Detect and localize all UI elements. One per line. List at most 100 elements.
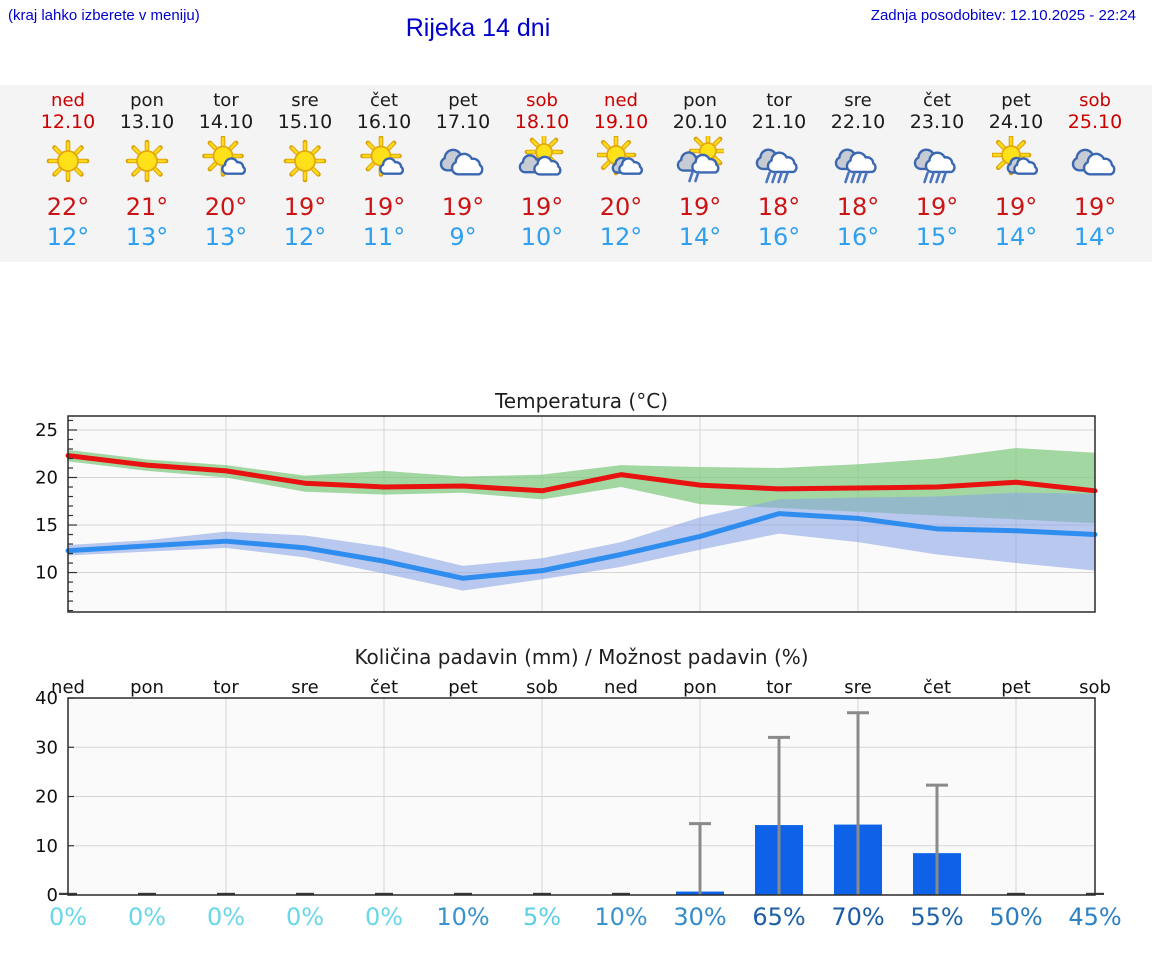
- day-label: sob: [526, 677, 558, 698]
- max-temperature: 19°: [678, 193, 722, 221]
- rain-streak: [688, 170, 694, 183]
- y-tick-label: 20: [35, 787, 58, 808]
- day-label: pet: [448, 677, 478, 698]
- cloud-shape: [1014, 158, 1036, 173]
- day-name: tor: [766, 90, 792, 111]
- weather-icon-sunny: [46, 139, 90, 183]
- rain-streak: [862, 171, 868, 184]
- last-update: Zadnja posodobitev: 12.10.2025 - 22:24: [870, 7, 1136, 24]
- precip-percent-label: 10%: [594, 903, 647, 931]
- forecast-day-column: sre 15.10 19° 12°: [266, 85, 345, 262]
- precip-zero-bar: [1007, 892, 1025, 895]
- day-label: čet: [923, 677, 951, 698]
- forecast-day-column: ned 19.10 20° 12°: [582, 85, 661, 262]
- day-date: 20.10: [672, 111, 728, 133]
- weather-icon-sun-cloud-gray: [992, 136, 1040, 176]
- day-label: čet: [370, 677, 398, 698]
- weather-icon-sun-cloud-rain: [676, 136, 724, 183]
- precip-zero-bar: [612, 892, 630, 895]
- day-name: pon: [130, 90, 164, 111]
- rain-streak: [941, 171, 947, 184]
- y-tick-label: 10: [35, 836, 58, 857]
- precipitation-chart-title: Količina padavin (mm) / Možnost padavin …: [354, 645, 809, 669]
- forecast-day-column: sre 22.10 18° 16°: [819, 85, 898, 262]
- rain-streak: [856, 171, 862, 184]
- day-label: ned: [604, 677, 638, 698]
- day-label: pon: [130, 677, 164, 698]
- forecast-day-column: tor 14.10 20° 13°: [187, 85, 266, 262]
- min-temperature: 12°: [599, 223, 643, 251]
- day-date: 15.10: [277, 111, 333, 133]
- rain-streak: [783, 171, 789, 184]
- weather-icon-sunny: [125, 139, 169, 183]
- rain-streak: [850, 171, 856, 184]
- day-name: pet: [1001, 90, 1031, 111]
- min-temperature: 16°: [836, 223, 880, 251]
- forecast-day-column: čet 16.10 19° 11°: [345, 85, 424, 262]
- day-date: 24.10: [988, 111, 1044, 133]
- max-temperature: 19°: [994, 193, 1038, 221]
- day-date: 16.10: [356, 111, 412, 133]
- day-label: tor: [213, 677, 239, 698]
- day-name: čet: [369, 90, 399, 111]
- precip-percent-label: 70%: [831, 903, 884, 931]
- temperature-chart: 10 15 20 25: [35, 415, 1098, 613]
- forecast-day-column: sob 25.10 19° 14°: [1056, 85, 1135, 262]
- weather-icon-cloudy: [439, 136, 487, 184]
- cloud-shape: [768, 153, 797, 172]
- precip-percent-label: 0%: [365, 903, 403, 931]
- day-date: 18.10: [514, 111, 570, 133]
- max-temperature: 19°: [441, 193, 485, 221]
- temperature-chart-title: Temperatura (°C): [494, 389, 668, 413]
- forecast-day-column: pon 13.10 21° 13°: [108, 85, 187, 262]
- day-date: 17.10: [435, 111, 491, 133]
- rain-streak: [929, 171, 935, 184]
- day-label: ned: [51, 677, 85, 698]
- precip-percent-label: 45%: [1068, 903, 1121, 931]
- precip-percent-label: 10%: [436, 903, 489, 931]
- min-temperature: 16°: [757, 223, 801, 251]
- precip-percent-label: 65%: [752, 903, 805, 931]
- day-name: ned: [604, 90, 638, 111]
- day-name: pet: [448, 90, 478, 111]
- min-temperature-line: [65, 511, 1098, 581]
- precip-percent-label: 0%: [49, 903, 87, 931]
- y-tick-label: 25: [35, 420, 58, 441]
- y-tick-label: 40: [35, 688, 58, 709]
- max-temperature: 21°: [125, 193, 169, 221]
- cloud-shape: [847, 153, 876, 172]
- max-temperature: 18°: [836, 193, 880, 221]
- min-temperature: 14°: [678, 223, 722, 251]
- day-name: sre: [291, 90, 319, 111]
- y-tick-label: 0: [47, 885, 58, 906]
- min-temperature: 15°: [915, 223, 959, 251]
- precip-percent-label: 50%: [989, 903, 1042, 931]
- day-name: ned: [51, 90, 85, 111]
- day-label: pet: [1001, 677, 1031, 698]
- min-temperature: 11°: [362, 223, 406, 251]
- max-temperature: 20°: [599, 193, 643, 221]
- rain-streak: [777, 171, 783, 184]
- cloud-shape: [1084, 154, 1114, 174]
- cloud-shape: [926, 153, 955, 172]
- cloud-shape: [692, 155, 718, 173]
- forecast-strip: ned 12.10 22° 12° pon 13.10 21° 13° tor 14.10 20° 1…: [0, 85, 1152, 262]
- weather-icon-sun-small-cloud: [360, 136, 408, 177]
- min-temperature: 13°: [204, 223, 248, 251]
- day-label: tor: [766, 677, 792, 698]
- day-date: 22.10: [830, 111, 886, 133]
- weather-icon-sun-cloud-gray: [597, 136, 645, 176]
- day-date: 13.10: [119, 111, 175, 133]
- forecast-day-column: pet 24.10 19° 14°: [977, 85, 1056, 262]
- plot-border: [67, 697, 1096, 896]
- weather-icon-rain: [834, 136, 882, 184]
- min-temperature: 12°: [46, 223, 90, 251]
- y-tick-label: 20: [35, 467, 58, 488]
- forecast-day-column: pet 17.10 19° 9°: [424, 85, 503, 262]
- day-date: 25.10: [1067, 111, 1123, 133]
- precip-zero-bar: [454, 892, 472, 895]
- cloud-shape: [222, 158, 244, 173]
- menu-hint: (kraj lahko izberete v meniju): [8, 7, 200, 24]
